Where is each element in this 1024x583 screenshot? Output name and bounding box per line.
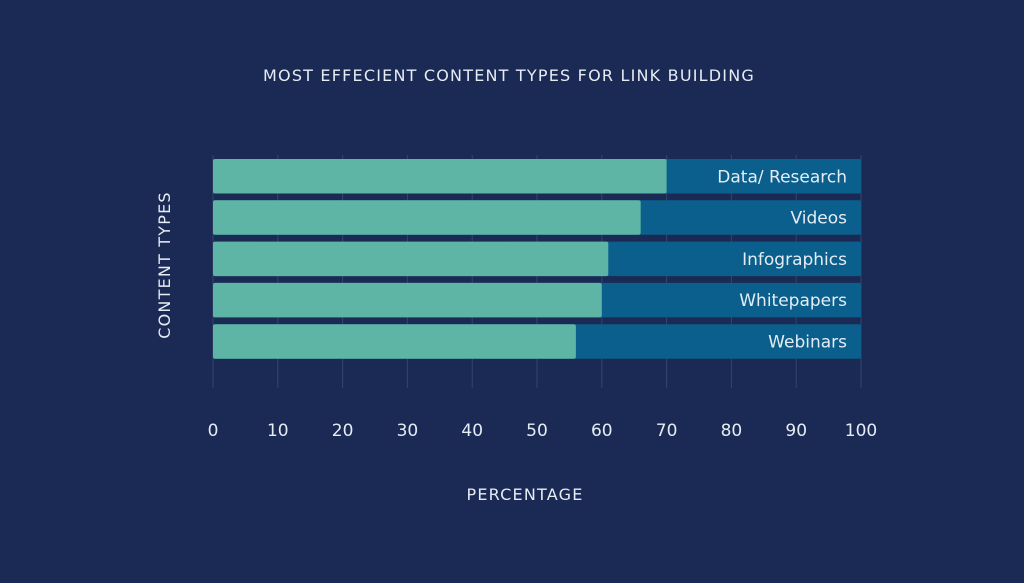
x-tick-label: 80: [721, 421, 743, 441]
x-tick-label: 30: [397, 421, 419, 441]
x-axis-label: PERCENTAGE: [466, 485, 583, 504]
category-label: Data/ Research: [717, 167, 847, 187]
x-tick-label: 90: [785, 421, 807, 441]
x-tick-label: 50: [526, 421, 548, 441]
x-tick-label: 0: [208, 421, 219, 441]
x-tick-label: 70: [656, 421, 678, 441]
category-label: Videos: [791, 209, 848, 229]
x-tick-labels: 0 10 20 30 40 50 60 70 80 90 100: [208, 421, 878, 441]
x-tick-label: 60: [591, 421, 613, 441]
category-label: Infographics: [742, 250, 847, 270]
bars: Data/ Research Videos Infographics Whitepap…: [213, 159, 861, 359]
bar-value: [213, 159, 667, 194]
chart-title: MOST EFFECIENT CONTENT TYPES FOR LINK BU…: [263, 66, 755, 85]
x-tick-label: 10: [267, 421, 289, 441]
category-label: Webinars: [768, 332, 847, 352]
bar-value: [213, 324, 576, 359]
y-axis-label: CONTENT TYPES: [155, 191, 174, 339]
bar-value: [213, 282, 602, 318]
category-label: Whitepapers: [739, 291, 847, 311]
x-tick-label: 100: [845, 421, 877, 441]
x-tick-label: 40: [461, 421, 483, 441]
bar-value: [213, 200, 641, 235]
x-tick-label: 20: [332, 421, 354, 441]
bar-value: [213, 241, 609, 277]
